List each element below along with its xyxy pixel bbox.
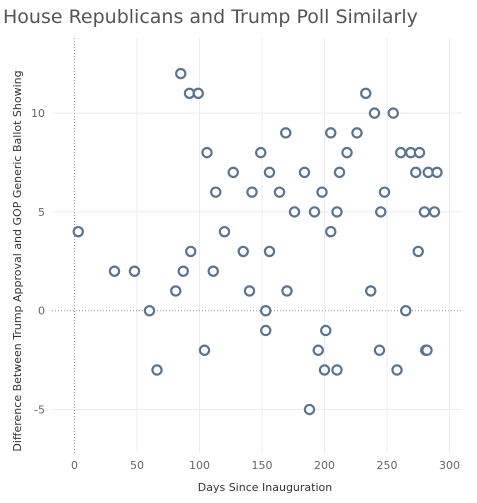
y-tick-label: 10 (31, 107, 45, 120)
data-point[interactable] (333, 166, 346, 179)
data-point[interactable] (260, 305, 272, 317)
data-point[interactable] (288, 206, 301, 218)
chart-title: House Republicans and Trump Poll Similar… (3, 6, 418, 28)
data-point[interactable] (243, 285, 256, 297)
data-point[interactable] (316, 186, 328, 198)
data-point[interactable] (280, 127, 292, 139)
data-point[interactable] (331, 206, 343, 218)
data-point[interactable] (365, 285, 377, 297)
data-point[interactable] (412, 245, 424, 258)
data-point[interactable] (177, 265, 189, 277)
data-point[interactable] (368, 107, 381, 119)
data-point[interactable] (421, 344, 433, 356)
data-point[interactable] (391, 364, 403, 376)
data-point[interactable] (72, 225, 84, 238)
data-point[interactable] (325, 127, 337, 139)
y-axis-title: Difference Between Trump Approval and GO… (11, 70, 24, 451)
data-point[interactable] (341, 146, 353, 159)
data-point[interactable] (237, 245, 249, 258)
data-point[interactable] (108, 265, 121, 277)
y-tick-label: 0 (38, 305, 45, 318)
data-point[interactable] (175, 67, 187, 80)
y-tick-label: -5 (34, 404, 45, 417)
data-point[interactable] (201, 146, 213, 159)
data-point[interactable] (318, 364, 331, 376)
data-point[interactable] (128, 265, 141, 277)
data-point[interactable] (207, 265, 219, 277)
data-point[interactable] (378, 186, 391, 198)
data-point[interactable] (387, 107, 399, 119)
grid-layer (52, 38, 462, 453)
data-point[interactable] (308, 206, 321, 218)
data-point[interactable] (198, 344, 211, 356)
data-point[interactable] (255, 146, 267, 159)
x-tick-label: 0 (71, 459, 78, 472)
data-point[interactable] (185, 245, 197, 258)
x-tick-label: 50 (130, 459, 144, 472)
data-point[interactable] (273, 186, 286, 198)
tick-layer: 0 50 100 150 200 250 300 -5 0 5 10 (31, 107, 460, 472)
data-point[interactable] (331, 364, 343, 376)
data-point[interactable] (431, 166, 443, 179)
data-point[interactable] (263, 245, 276, 258)
x-tick-label: 150 (252, 459, 273, 472)
data-point[interactable] (325, 225, 337, 238)
data-point[interactable] (360, 87, 372, 100)
data-point[interactable] (218, 225, 231, 238)
data-point[interactable] (170, 285, 182, 297)
data-point[interactable] (246, 186, 258, 198)
data-point[interactable] (298, 166, 311, 179)
data-point[interactable] (263, 166, 276, 179)
data-point[interactable] (210, 186, 222, 198)
x-tick-label: 100 (189, 459, 210, 472)
data-point[interactable] (320, 324, 332, 337)
data-point[interactable] (428, 206, 441, 218)
data-point[interactable] (373, 344, 386, 356)
data-point[interactable] (151, 364, 163, 376)
data-point[interactable] (413, 146, 426, 159)
x-axis-title: Days Since Inauguration (198, 481, 333, 494)
data-point[interactable] (395, 146, 407, 159)
axis-lines (52, 38, 462, 453)
y-tick-label: 5 (38, 206, 45, 219)
data-point[interactable] (400, 305, 412, 317)
data-point[interactable] (227, 166, 239, 179)
data-point[interactable] (192, 87, 204, 100)
data-point[interactable] (312, 344, 324, 356)
data-point[interactable] (375, 206, 387, 218)
data-point[interactable] (351, 127, 363, 139)
x-tick-label: 200 (314, 459, 335, 472)
data-point[interactable] (143, 305, 156, 317)
data-point[interactable] (281, 285, 293, 297)
x-tick-label: 300 (439, 459, 460, 472)
data-point[interactable] (418, 206, 431, 218)
points-layer (72, 67, 443, 416)
data-point[interactable] (260, 324, 272, 337)
data-point[interactable] (303, 403, 316, 416)
x-tick-label: 250 (377, 459, 398, 472)
data-point[interactable] (410, 166, 422, 179)
